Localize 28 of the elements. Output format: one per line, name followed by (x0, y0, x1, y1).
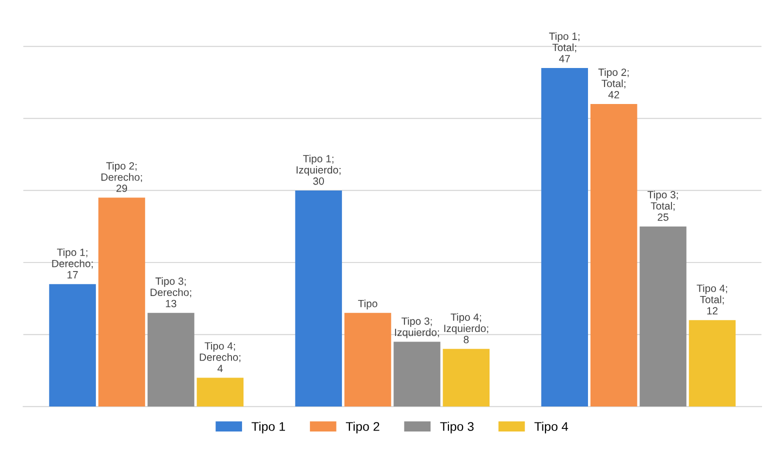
legend-label: Tipo 4 (534, 422, 568, 434)
data-label: Tipo 2; Total; 42 (598, 68, 629, 98)
bar (394, 342, 440, 407)
bar (442, 348, 490, 407)
bar (344, 312, 392, 407)
data-label: Tipo (358, 300, 378, 310)
bar (541, 68, 588, 407)
data-label: Tipo 1; Total; 47 (549, 32, 580, 62)
bar (640, 226, 686, 407)
bar (295, 190, 342, 407)
bar (590, 104, 638, 407)
bar (49, 284, 96, 407)
bar (196, 378, 244, 407)
legend-label: Tipo 3 (440, 422, 474, 434)
data-label: Tipo 4; Izquierdo; 8 (444, 313, 488, 344)
bar (688, 320, 736, 407)
data-label: Tipo 2; Derecho; 29 (101, 162, 142, 192)
legend-label: Tipo 1 (252, 422, 286, 434)
data-label: Tipo 3; Derecho; 13 (150, 277, 192, 308)
data-label: Tipo 1; Izquierdo; 30 (296, 154, 341, 185)
data-label: Tipo 4; Total; 12 (696, 284, 728, 314)
legend-label: Tipo 2 (346, 422, 380, 434)
data-label: Tipo 3; Izquierdo; (395, 317, 439, 338)
data-label: Tipo 4; Derecho; 4 (200, 342, 240, 372)
bar (148, 312, 194, 407)
bar (98, 198, 146, 407)
data-label: Tipo 3; Total; 25 (648, 190, 678, 221)
data-label: Tipo 1; Derecho; 17 (52, 248, 93, 278)
